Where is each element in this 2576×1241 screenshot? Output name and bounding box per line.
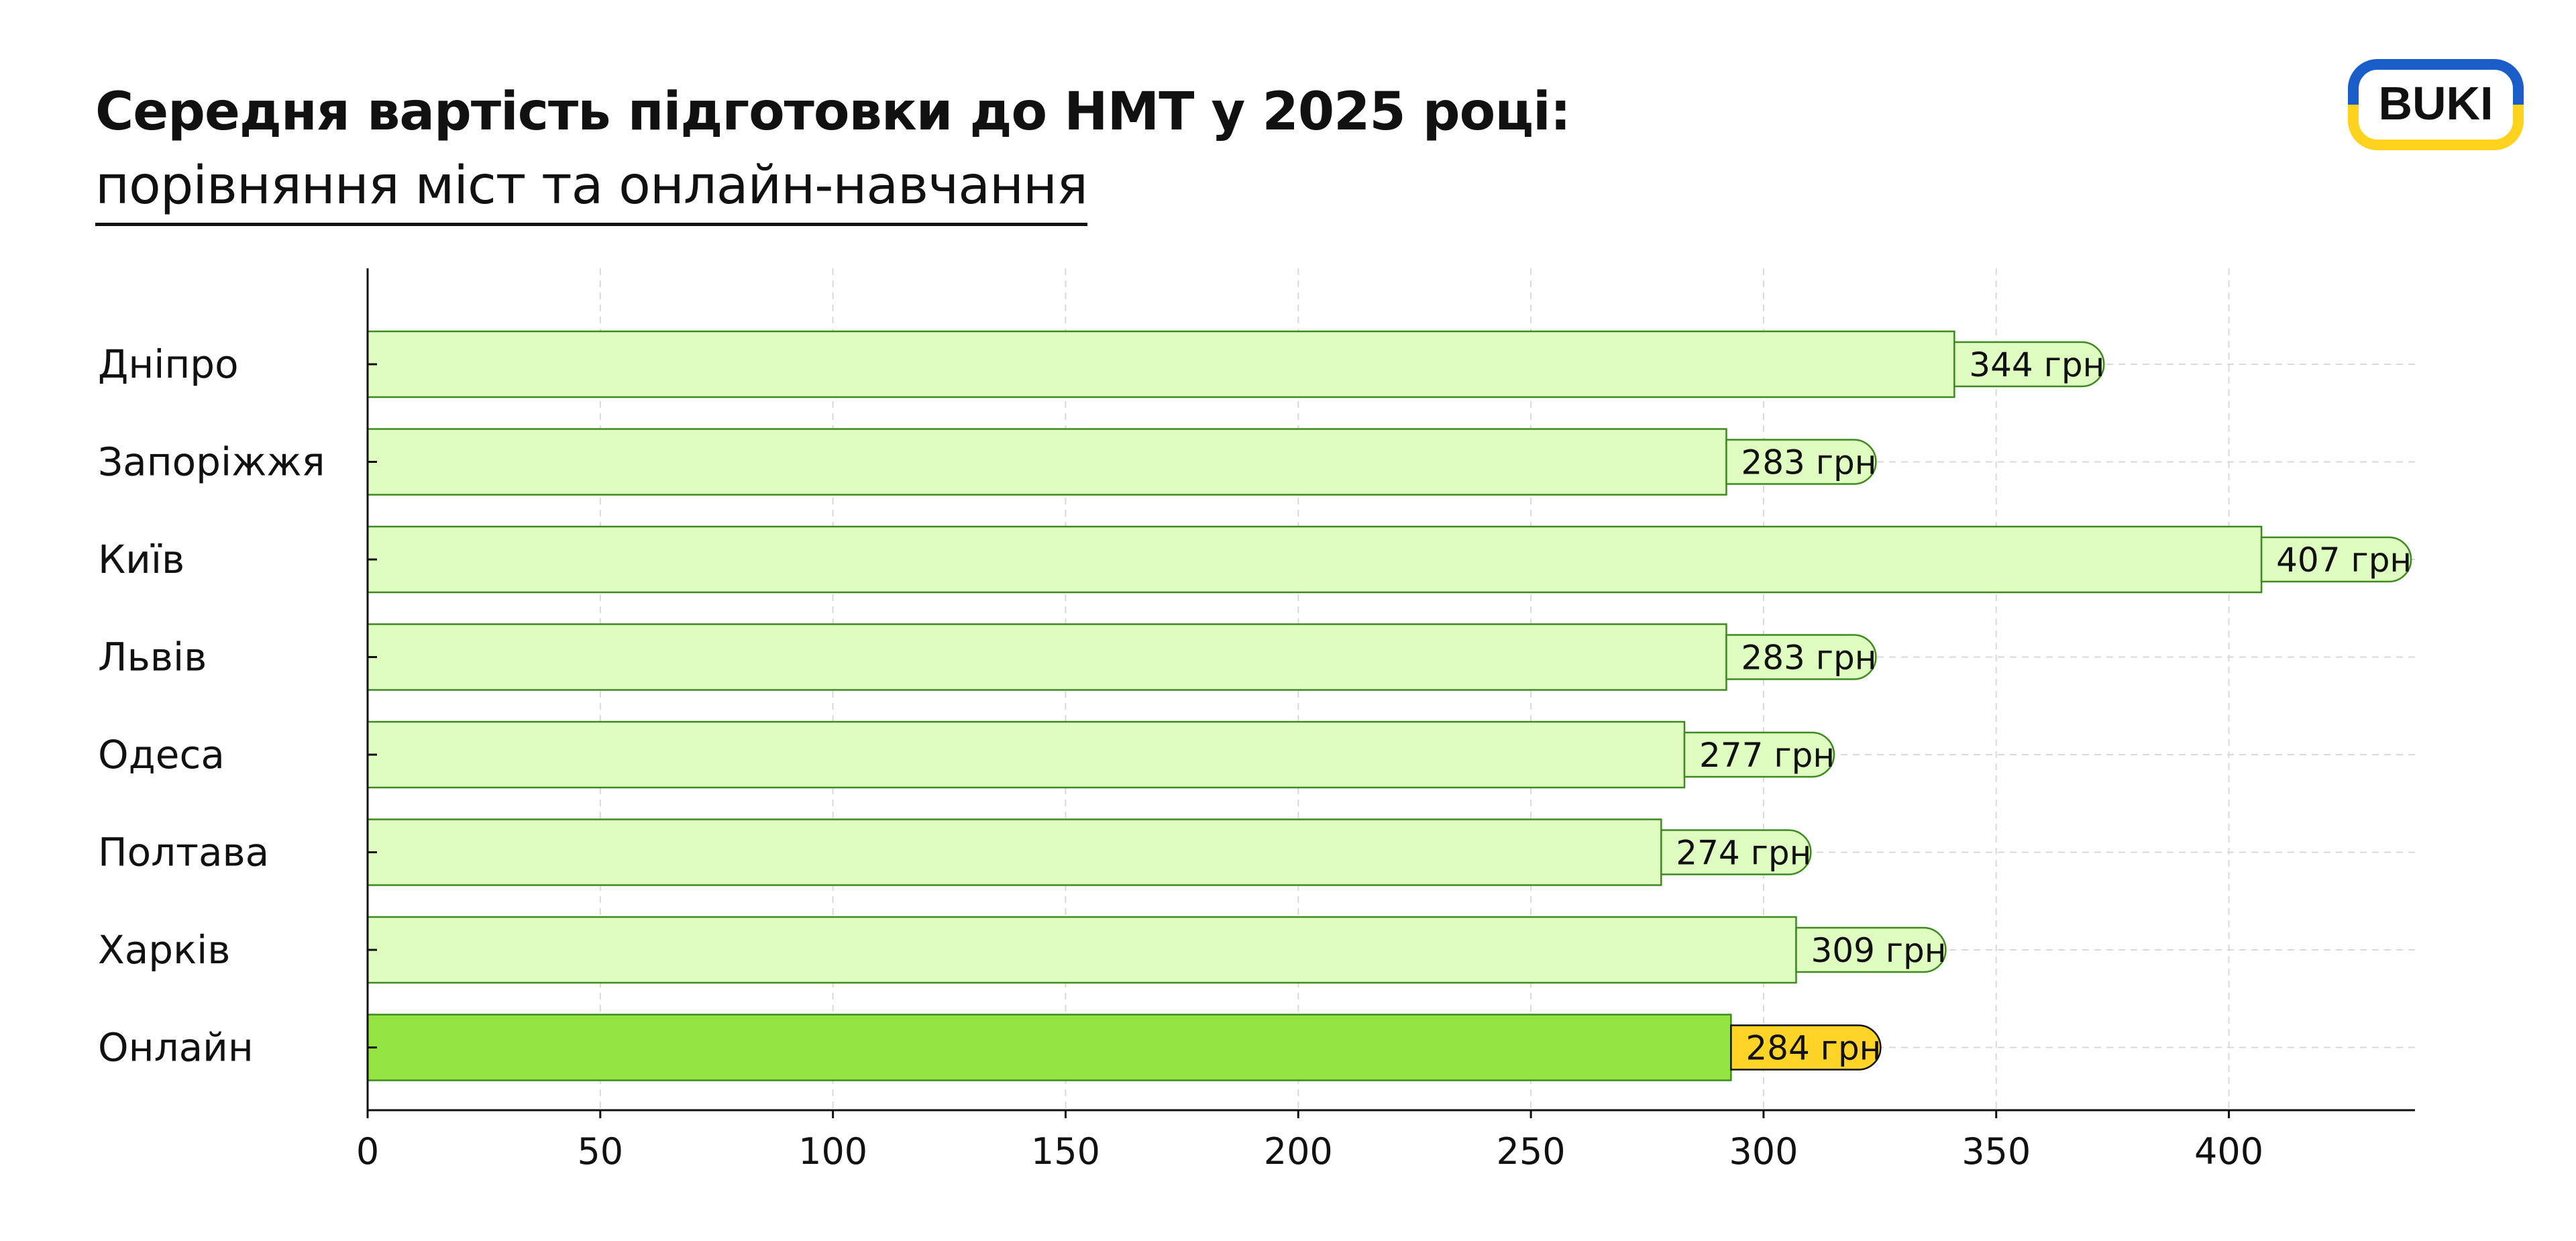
logo-text: BUKI: [2378, 77, 2493, 129]
category-label: Запоріжжя: [98, 439, 325, 485]
logo-frame-top: [2348, 59, 2524, 105]
category-label: Онлайн: [98, 1025, 254, 1071]
category-label: Полтава: [98, 830, 269, 875]
category-label: Львів: [98, 635, 207, 680]
chart-title-line1: Середня вартість підготовки до НМТ у 202…: [95, 82, 1571, 142]
category-label: Дніпро: [98, 341, 239, 387]
x-tick-label: 150: [1031, 1130, 1100, 1173]
x-tick-label: 400: [2194, 1130, 2263, 1173]
buki-logo: BUKI: [2348, 59, 2524, 150]
x-tick-label: 100: [798, 1130, 867, 1173]
value-label: 309 грн: [1811, 931, 1946, 970]
value-label-pill: [1730, 1024, 1882, 1071]
value-label: 283 грн: [1741, 639, 1876, 678]
x-tick-label: 300: [1729, 1130, 1798, 1173]
category-label: Київ: [98, 537, 184, 582]
bar: [366, 916, 1797, 984]
chart-subtitle: порівняння міст та онлайн-навчання: [95, 149, 1088, 226]
value-label: 407 грн: [2276, 541, 2412, 580]
bar: [366, 623, 1727, 691]
value-label-pill: [1795, 926, 1947, 973]
category-label: Одеса: [98, 732, 225, 777]
value-label-pill: [2260, 536, 2412, 583]
value-label: 344 грн: [1969, 345, 2104, 384]
bar: [366, 525, 2263, 594]
x-tick-label: 50: [577, 1130, 623, 1173]
value-label-pill: [1725, 634, 1877, 680]
x-tick-label: 350: [1962, 1130, 2031, 1173]
value-label: 274 грн: [1676, 834, 1811, 873]
category-label: Харків: [98, 927, 230, 973]
bar: [366, 720, 1686, 789]
value-label-pill: [1725, 439, 1877, 485]
x-tick-label: 200: [1264, 1130, 1333, 1173]
value-label: 283 грн: [1741, 443, 1876, 482]
value-label: 284 грн: [1746, 1029, 1881, 1068]
value-label-pill: [1660, 829, 1812, 875]
chart-title: Середня вартість підготовки до НМТ у 202…: [95, 75, 1571, 226]
x-tick-label: 250: [1497, 1130, 1566, 1173]
bar: [366, 1014, 1732, 1081]
x-tick-label: 0: [356, 1130, 379, 1173]
value-label-pill: [1683, 731, 1835, 778]
value-label-pill: [1953, 341, 2105, 388]
bar: [366, 330, 1955, 398]
bar: [366, 428, 1727, 496]
logo-frame-bottom: [2348, 105, 2524, 150]
value-label: 277 грн: [1699, 736, 1835, 775]
bar: [366, 818, 1662, 886]
